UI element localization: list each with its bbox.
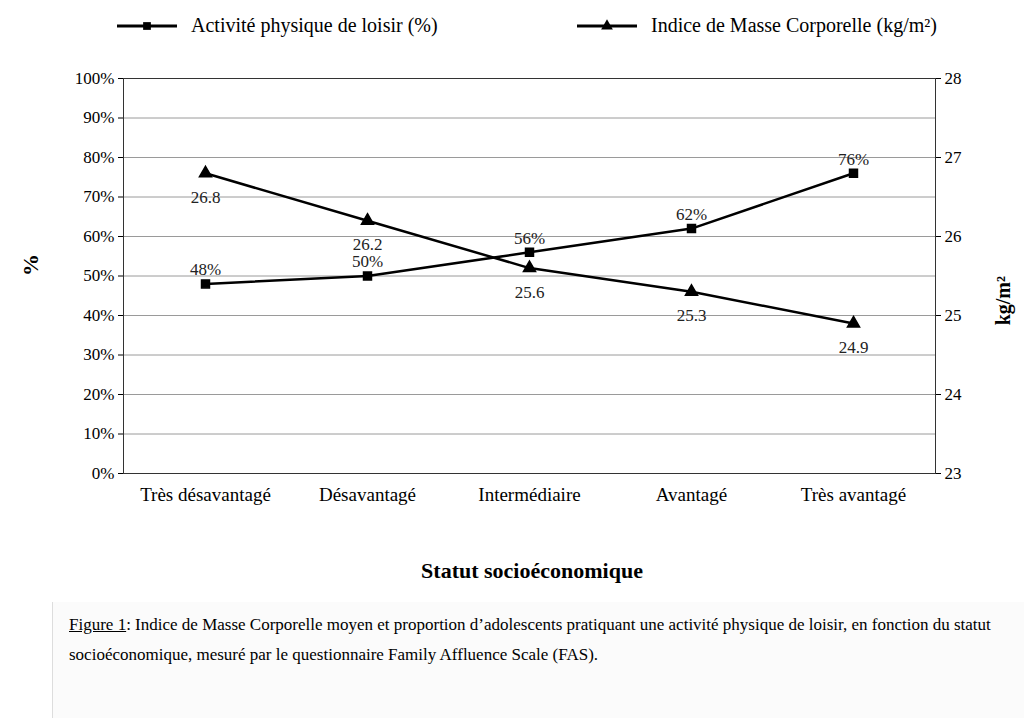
svg-text:20%: 20%: [83, 385, 114, 404]
html-text:Figure 1: Indice de Masse Corp: Figure 1: Indice de Masse Corporelle moy…: [69, 615, 991, 664]
svg-text:23: 23: [945, 464, 962, 483]
svg-text:30%: 30%: [83, 345, 114, 364]
svg-text:25.6: 25.6: [515, 283, 545, 302]
svg-text:90%: 90%: [83, 108, 114, 127]
svg-text:27: 27: [945, 148, 963, 167]
svg-text:25: 25: [945, 306, 962, 325]
svg-text:26: 26: [945, 227, 962, 246]
svg-text:24: 24: [945, 385, 963, 404]
svg-text:28: 28: [945, 69, 962, 88]
svg-text:10%: 10%: [83, 424, 114, 443]
svg-text:80%: 80%: [83, 148, 114, 167]
svg-text:26.2: 26.2: [353, 235, 383, 254]
svg-text:48%: 48%: [190, 260, 221, 279]
svg-text:Intermédiaire: Intermédiaire: [478, 484, 580, 505]
svg-text:Très avantagé: Très avantagé: [801, 484, 906, 505]
svg-text:%: %: [18, 254, 43, 276]
svg-text:60%: 60%: [83, 227, 114, 246]
svg-text:50%: 50%: [83, 266, 114, 285]
html-text:Activité physique de loisir (%: Activité physique de loisir (%): [191, 14, 438, 36]
svg-text:25.3: 25.3: [677, 306, 707, 325]
html-text:Indice de Masse Corporelle (kg: Indice de Masse Corporelle (kg/m²): [651, 14, 937, 36]
svg-text:Désavantagé: Désavantagé: [319, 484, 416, 505]
svg-text:0%: 0%: [92, 464, 115, 483]
svg-text:56%: 56%: [514, 229, 545, 248]
svg-text:100%: 100%: [75, 69, 115, 88]
svg-text:76%: 76%: [838, 150, 869, 169]
svg-text:70%: 70%: [83, 187, 114, 206]
svg-text:62%: 62%: [676, 205, 707, 224]
html-text:Statut socioéconomique: Statut socioéconomique: [421, 558, 643, 583]
svg-text:50%: 50%: [352, 252, 383, 271]
svg-text:24.9: 24.9: [839, 338, 869, 357]
svg-text:kg/m²: kg/m²: [992, 276, 1015, 325]
svg-text:40%: 40%: [83, 306, 114, 325]
svg-text:Avantagé: Avantagé: [656, 484, 727, 505]
svg-text:26.8: 26.8: [191, 188, 221, 207]
svg-text:Très désavantagé: Très désavantagé: [140, 484, 271, 505]
